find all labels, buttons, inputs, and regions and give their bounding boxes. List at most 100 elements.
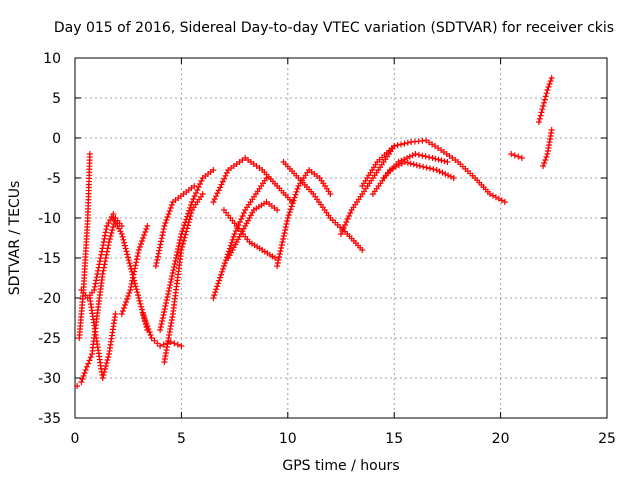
data-point: [415, 151, 422, 158]
data-point: [215, 280, 222, 287]
data-point: [423, 164, 430, 171]
data-point: [345, 213, 352, 219]
data-point: [104, 357, 111, 363]
data-point: [420, 163, 427, 170]
data-point: [136, 297, 143, 304]
data-point: [190, 196, 197, 202]
data-point: [238, 216, 245, 222]
data-point: [435, 156, 442, 163]
data-point: [213, 286, 220, 293]
data-point: [410, 161, 417, 168]
y-tick-label: -5: [47, 171, 61, 187]
data-point: [145, 326, 152, 332]
data-point: [182, 231, 189, 238]
data-point: [164, 214, 171, 220]
data-point: [128, 280, 135, 287]
y-tick-label: -10: [38, 211, 61, 227]
data-point: [293, 188, 300, 195]
data-point: [226, 245, 233, 252]
data-point: [140, 311, 147, 317]
data-point: [103, 360, 110, 366]
x-tick-label: 25: [598, 431, 616, 447]
data-point: [198, 178, 205, 184]
data-point: [537, 112, 544, 119]
data-point: [138, 303, 145, 310]
data-point: [168, 202, 175, 208]
data-point: [94, 267, 101, 274]
data-point: [171, 340, 178, 347]
data-point: [104, 248, 111, 255]
data-point: [132, 262, 139, 269]
data-point: [419, 152, 426, 159]
data-point: [169, 273, 176, 279]
x-tick-label: 10: [279, 431, 297, 447]
data-point: [230, 233, 237, 240]
data-point: [99, 245, 106, 252]
series-arc-04: [86, 295, 119, 381]
data-point: [78, 379, 85, 385]
data-point: [183, 216, 190, 223]
data-point: [157, 324, 164, 330]
data-point: [286, 209, 293, 216]
data-point: [106, 239, 113, 245]
data-point: [278, 242, 285, 248]
data-point: [219, 268, 226, 275]
data-point: [347, 210, 354, 216]
data-point: [276, 254, 283, 260]
data-point: [151, 337, 158, 344]
data-point: [163, 300, 170, 306]
data-point: [539, 106, 546, 113]
data-point: [159, 232, 166, 239]
data-point: [416, 163, 423, 169]
data-point: [147, 332, 154, 338]
data-point: [95, 264, 102, 271]
data-point: [167, 279, 174, 285]
data-point: [401, 159, 408, 165]
data-point: [401, 140, 408, 147]
data-point: [100, 264, 107, 271]
data-point: [108, 230, 115, 236]
data-point: [101, 369, 108, 375]
data-point: [289, 200, 296, 207]
y-tick-label: -30: [38, 371, 61, 387]
data-point: [140, 235, 147, 241]
data-point: [79, 376, 86, 382]
data-point: [100, 372, 107, 378]
data-point: [290, 197, 297, 204]
data-point: [134, 289, 141, 296]
data-point: [160, 226, 167, 233]
data-point: [422, 153, 429, 160]
data-point: [274, 263, 281, 269]
x-axis-label: GPS time / hours: [282, 458, 399, 474]
data-point: [217, 184, 224, 191]
data-point: [177, 237, 184, 243]
data-point: [546, 81, 553, 87]
data-point: [156, 244, 163, 251]
series-arc-21: [508, 151, 525, 161]
data-point: [130, 271, 137, 278]
data-point: [279, 239, 286, 245]
data-point: [157, 327, 164, 333]
series-arc-18: [359, 137, 508, 205]
data-point: [93, 277, 100, 284]
data-point: [210, 295, 217, 301]
data-point: [144, 323, 151, 329]
data-point: [129, 277, 136, 284]
data-point: [161, 223, 168, 229]
data-point: [547, 78, 554, 84]
data-point: [184, 213, 191, 220]
data-point: [120, 305, 127, 311]
data-point: [165, 288, 172, 294]
data-point: [338, 231, 344, 237]
data-point: [163, 217, 170, 223]
data-point: [98, 248, 105, 255]
data-point: [163, 297, 170, 303]
data-point: [284, 218, 291, 224]
data-point: [292, 191, 299, 198]
data-point: [133, 286, 140, 293]
x-tick-label: 0: [71, 431, 80, 447]
data-point: [92, 280, 99, 287]
data-point: [157, 241, 164, 248]
data-point: [135, 292, 142, 299]
data-point: [188, 201, 195, 208]
